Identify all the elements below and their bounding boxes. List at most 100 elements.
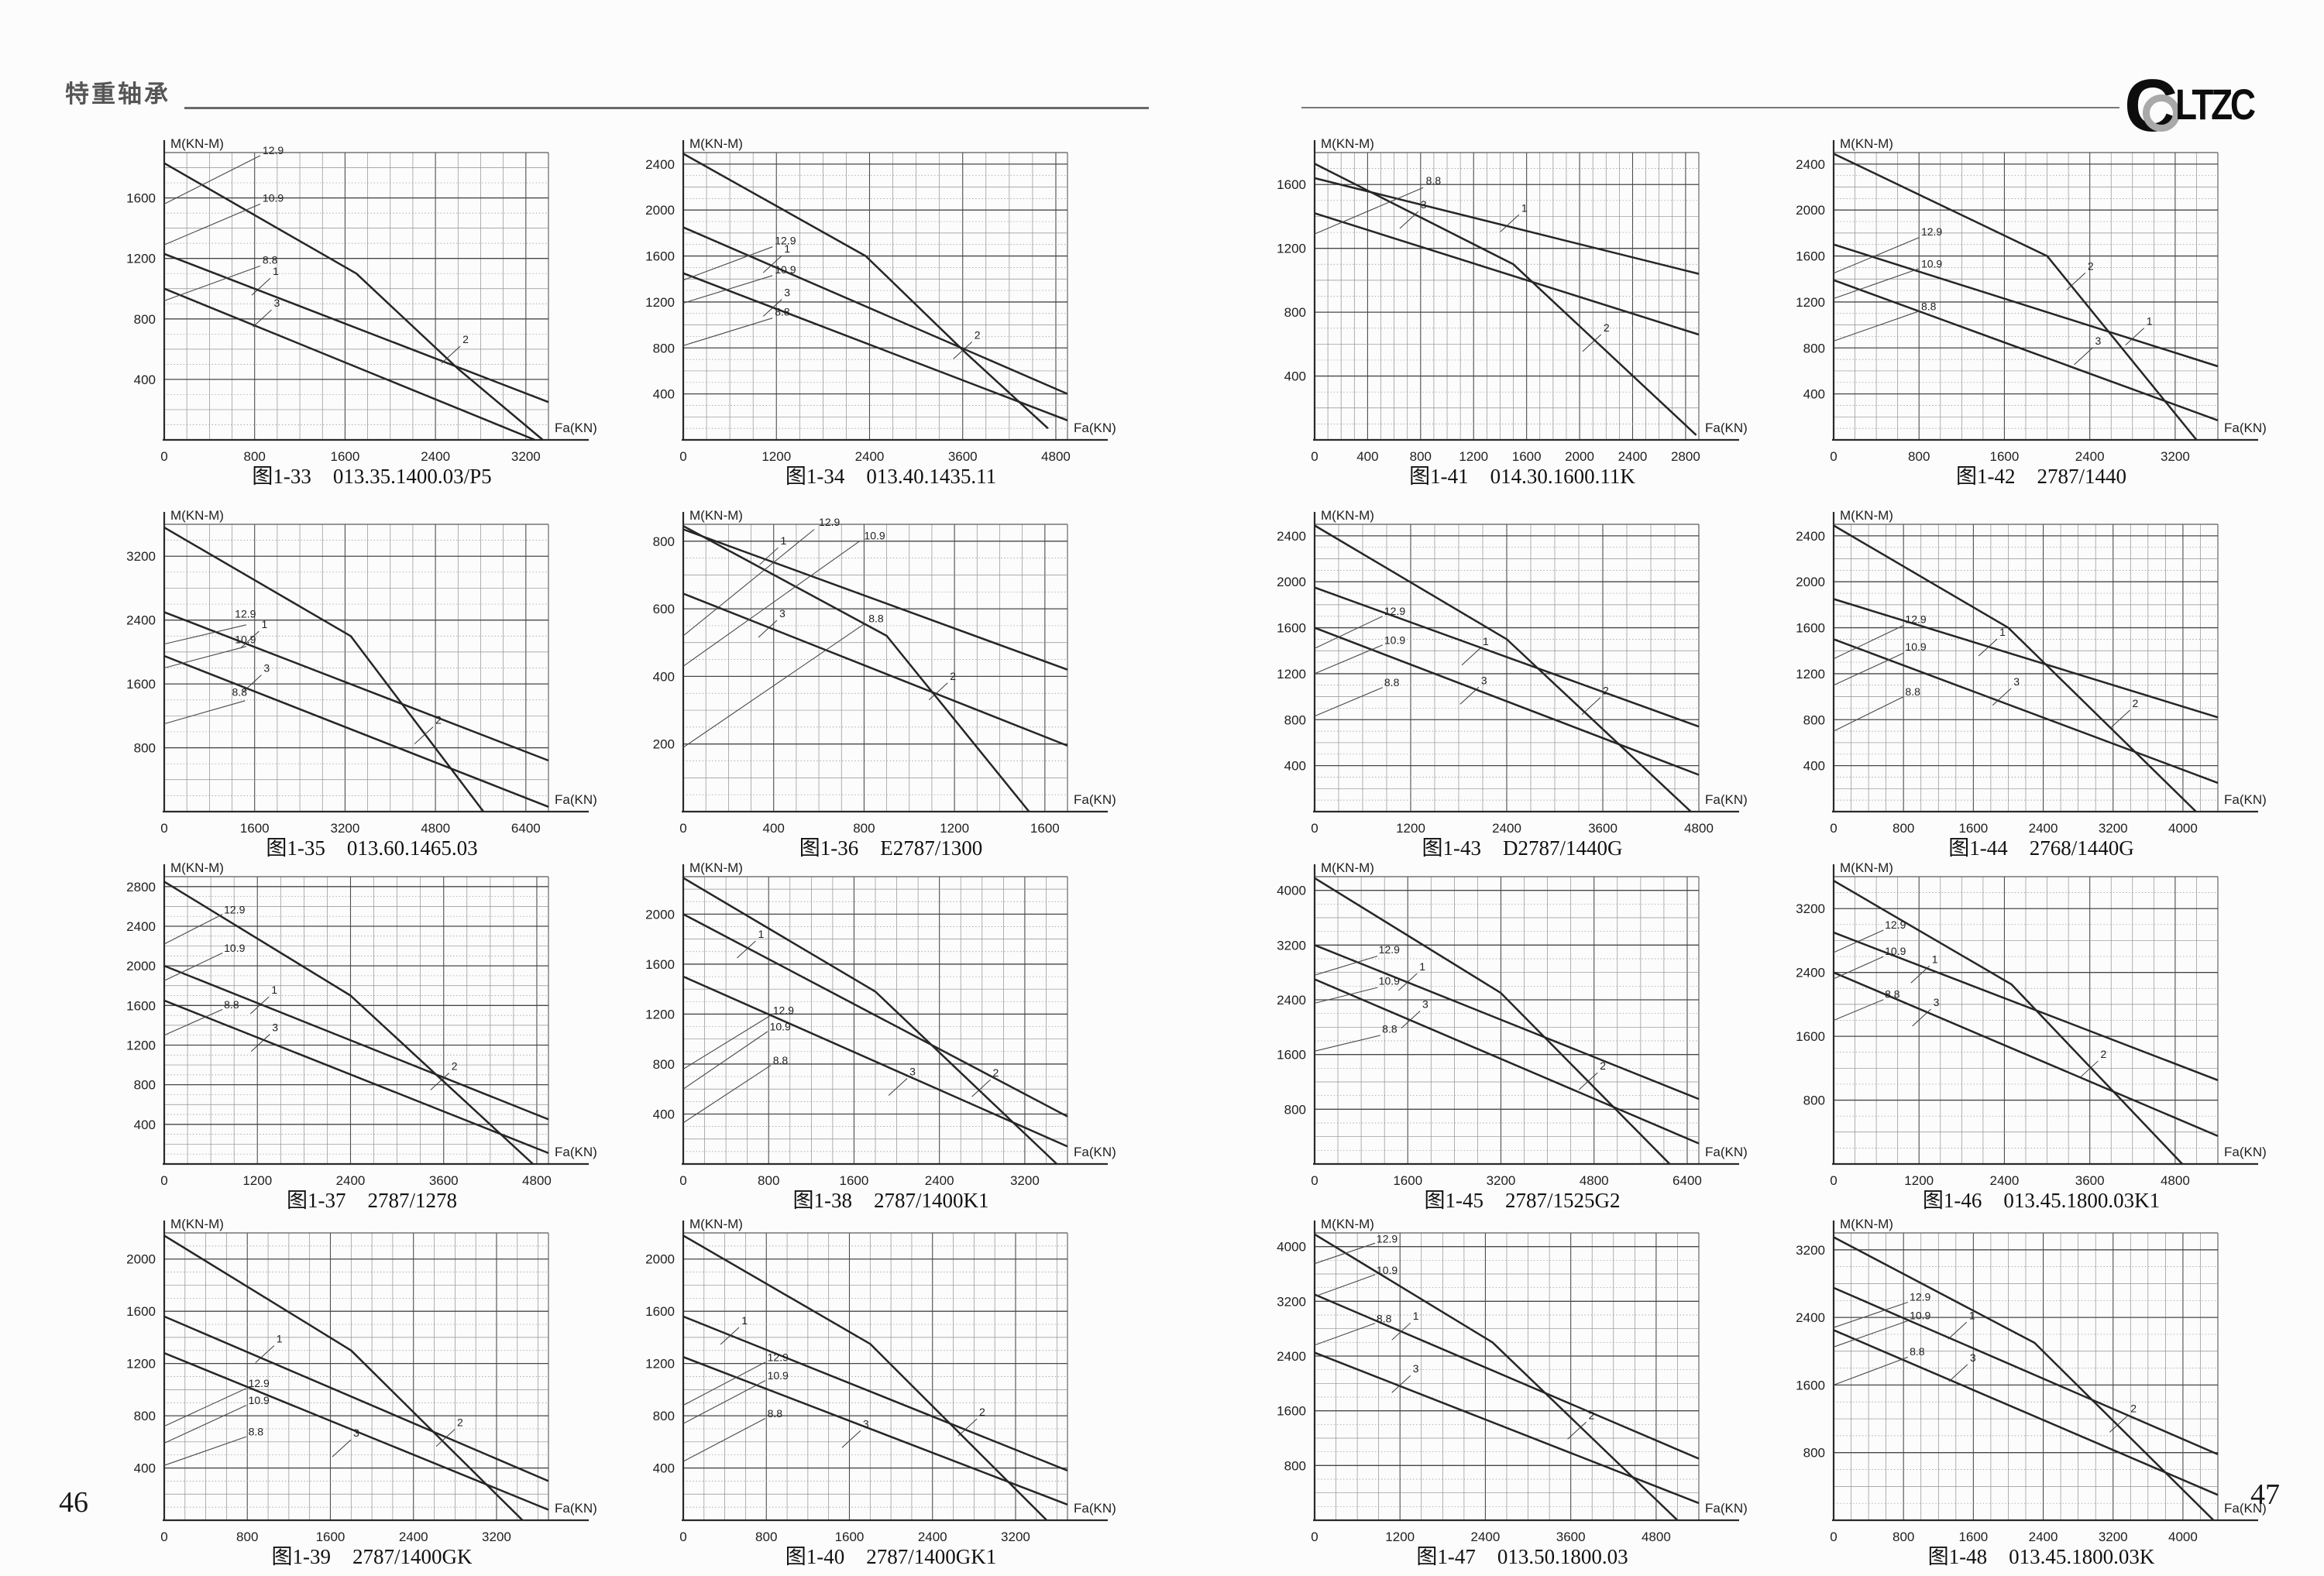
x-axis-label: Fa(KN) xyxy=(1074,1501,1116,1516)
x-tick-label: 4800 xyxy=(421,821,450,836)
y-tick-label: 2400 xyxy=(1277,993,1306,1008)
y-axis-label: M(KN-M) xyxy=(1321,1217,1374,1231)
chart-caption: 图1-35 013.60.1465.03 xyxy=(266,836,477,860)
y-tick-label: 2800 xyxy=(126,880,156,894)
series-line-1 xyxy=(1314,1293,1700,1460)
y-tick-label: 3200 xyxy=(1796,1243,1825,1258)
series-line-8.8 xyxy=(682,1065,772,1124)
y-tick-label: 400 xyxy=(653,1107,675,1121)
series-line-8.8 xyxy=(1314,1323,1376,1346)
curve-label-1: 1 xyxy=(271,984,277,996)
curve-label-2: 2 xyxy=(2130,1402,2137,1414)
chart-图1-37: M(KN-M) Fa(KN) 0 1200 2400 3600 4800 400 800 1200… xyxy=(108,852,620,1216)
curve-label-1: 1 xyxy=(1999,626,2006,638)
y-tick-label: 1600 xyxy=(126,191,156,206)
y-tick-label: 3200 xyxy=(1796,901,1825,916)
x-axis-label: Fa(KN) xyxy=(2224,1145,2267,1159)
series-line-8.8 xyxy=(1833,999,1884,1021)
x-tick-label: 4800 xyxy=(522,1173,552,1188)
curve-label-12.9: 12.9 xyxy=(1905,613,1926,626)
x-tick-label: 2400 xyxy=(2029,1530,2058,1544)
y-tick-label: 4000 xyxy=(1277,1240,1306,1255)
series-line-12.9 xyxy=(1314,955,1378,976)
chart-caption: 图1-48 013.45.1800.03K xyxy=(1928,1545,2155,1568)
curve-label-1: 1 xyxy=(758,928,764,940)
y-tick-label: 3200 xyxy=(1277,938,1306,953)
curve-label-10.9: 10.9 xyxy=(1377,1264,1397,1276)
y-tick-label: 400 xyxy=(134,1118,156,1132)
curve-label-2: 2 xyxy=(2133,697,2139,709)
curve-label-12.9: 12.9 xyxy=(819,516,840,528)
x-tick-label: 4000 xyxy=(2168,1530,2198,1544)
y-tick-label: 1600 xyxy=(645,957,675,972)
y-tick-label: 3200 xyxy=(1277,1294,1306,1309)
series-line-10.9 xyxy=(682,275,773,304)
x-tick-label: 800 xyxy=(1410,449,1432,464)
x-axis-label: Fa(KN) xyxy=(555,1501,597,1516)
curve-label-12.9: 12.9 xyxy=(1910,1290,1930,1303)
curve-label-12.9: 12.9 xyxy=(1921,225,1942,238)
curve-label-leader xyxy=(1397,973,1418,991)
curve-label-3: 3 xyxy=(779,607,786,620)
y-tick-label: 800 xyxy=(653,1409,675,1423)
x-tick-label: 800 xyxy=(1893,1530,1914,1544)
x-tick-label: 2400 xyxy=(421,449,450,464)
curve-label-leader xyxy=(1582,334,1602,352)
x-tick-label: 4800 xyxy=(2161,1173,2190,1188)
series-line-12.9 xyxy=(1833,929,1884,953)
x-axis-label: Fa(KN) xyxy=(1705,421,1748,435)
curve-label-8.8: 8.8 xyxy=(1384,676,1400,688)
x-tick-label: 4800 xyxy=(1684,821,1714,836)
series-line-2 xyxy=(1833,524,2197,812)
y-tick-label: 200 xyxy=(653,737,675,752)
series-line-1 xyxy=(682,528,1068,671)
chart-canvas-图1-36: M(KN-M) Fa(KN) 0 400 800 1200 1600 200 400 600 800… xyxy=(653,508,1116,860)
y-tick-label: 800 xyxy=(1803,341,1825,355)
curve-label-1: 1 xyxy=(261,618,267,630)
series-line-3 xyxy=(682,592,1068,747)
series-line-2 xyxy=(1314,1233,1679,1521)
y-tick-label: 800 xyxy=(1803,1446,1825,1461)
x-axis-label: Fa(KN) xyxy=(2224,421,2267,435)
curve-label-3: 3 xyxy=(2095,335,2102,347)
logo-text: LTZC xyxy=(2175,80,2256,129)
curve-label-10.9: 10.9 xyxy=(1384,633,1405,646)
series-line-10.9 xyxy=(163,953,223,981)
x-tick-label: 0 xyxy=(679,1173,686,1188)
chart-canvas-图1-37: M(KN-M)Fa(KN)0 1200 2400 3600 48004008001200… xyxy=(126,860,597,1212)
curve-label-leader xyxy=(758,620,778,638)
x-tick-label: 3600 xyxy=(2075,1173,2105,1188)
curve-label-leader xyxy=(414,726,434,745)
series-line-3 xyxy=(1314,212,1700,336)
chart-图1-40: M(KN-M) Fa(KN) 0 800 1600 2400 3200 400 800 1200 1… xyxy=(627,1208,1139,1572)
plot-grid xyxy=(1314,1232,1700,1521)
x-tick-label: 0 xyxy=(160,1530,167,1544)
y-axis-label: M(KN-M) xyxy=(1840,136,1893,151)
chart-caption: 图1-40 2787/1400GK1 xyxy=(786,1545,997,1568)
chart-caption: 图1-44 2768/1440G xyxy=(1948,836,2134,860)
curve-label-10.9: 10.9 xyxy=(768,1369,789,1382)
series-line-2 xyxy=(163,1234,524,1521)
x-tick-label: 0 xyxy=(1830,449,1837,464)
curve-label-leader xyxy=(2066,272,2086,290)
curve-label-leader xyxy=(1459,686,1480,705)
chart-canvas-图1-40: M(KN-M) Fa(KN) 0 800 1600 2400 3200 400 800 1200 1… xyxy=(645,1217,1116,1568)
curve-label-2: 2 xyxy=(452,1059,458,1072)
chart-图1-33: M(KN-M) Fa(KN) 0 800 1600 2400 3200 400 800 1200 1… xyxy=(108,128,620,492)
chart-canvas-图1-35: M(KN-M) Fa(KN) 0 1600 3200 4800 6400 800 1600 240… xyxy=(126,508,597,860)
curve-label-leader xyxy=(242,675,262,693)
curve-label-leader xyxy=(250,1034,270,1052)
series-line-10.9 xyxy=(1314,987,1378,1004)
series-line-12.9 xyxy=(682,246,773,281)
y-tick-label: 1600 xyxy=(1277,621,1306,636)
chart-canvas-图1-44: M(KN-M) Fa(KN) 0 800 1600 2400 3200 4000 400 800 1… xyxy=(1796,508,2267,860)
curve-label-leader xyxy=(1910,965,1930,984)
chart-canvas-图1-41: M(KN-M)Fa(KN)0 400 800 1200 1600 2000 2400 2800… xyxy=(1277,136,1748,488)
chart-图1-39: M(KN-M) Fa(KN) 0 800 1600 2400 3200 400 800 1200 1… xyxy=(108,1208,620,1572)
series-line-12.9 xyxy=(682,529,815,637)
curve-label-8.8: 8.8 xyxy=(232,686,248,699)
curve-label-3: 3 xyxy=(909,1065,916,1077)
series-line-2 xyxy=(682,525,1030,812)
x-tick-label: 400 xyxy=(763,821,785,836)
